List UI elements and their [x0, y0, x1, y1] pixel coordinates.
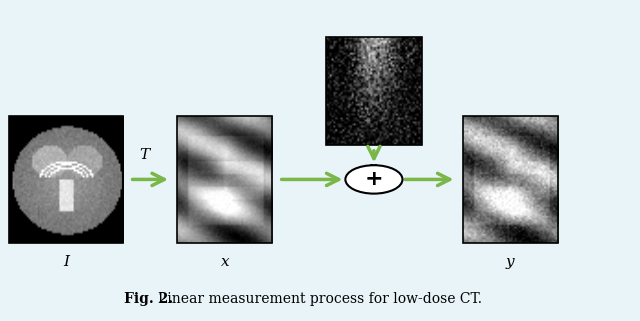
Text: x: x [221, 255, 229, 269]
Bar [9, 116, 124, 243]
Text: Fig. 2.: Fig. 2. [124, 291, 173, 306]
Bar [177, 116, 273, 243]
Bar [326, 38, 422, 145]
Ellipse shape [346, 165, 403, 194]
Text: Linear measurement process for low-dose CT.: Linear measurement process for low-dose … [158, 291, 482, 306]
Text: T: T [139, 148, 149, 162]
Text: y: y [506, 255, 515, 269]
Text: +: + [365, 169, 383, 189]
Bar [463, 116, 558, 243]
Text: n: n [369, 160, 379, 175]
Text: I: I [63, 255, 69, 269]
